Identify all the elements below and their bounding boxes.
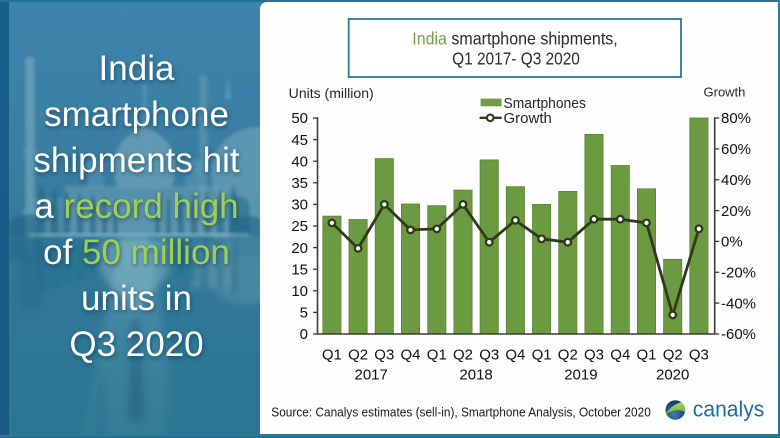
svg-text:30: 30 xyxy=(291,197,308,214)
svg-text:2018: 2018 xyxy=(459,367,492,384)
svg-text:50: 50 xyxy=(291,110,308,127)
svg-text:5: 5 xyxy=(300,305,308,322)
svg-text:2020: 2020 xyxy=(656,367,689,384)
svg-text:Q2: Q2 xyxy=(348,347,368,364)
svg-text:15: 15 xyxy=(291,261,308,278)
svg-text:Q4: Q4 xyxy=(610,347,630,364)
svg-text:Q1: Q1 xyxy=(532,347,552,364)
svg-text:25: 25 xyxy=(291,218,308,235)
svg-text:Q1: Q1 xyxy=(322,347,342,364)
svg-text:Source: Canalys estimates (sel: Source: Canalys estimates (sell-in), Sma… xyxy=(271,404,651,419)
svg-text:80%: 80% xyxy=(721,110,751,127)
svg-text:Smartphones: Smartphones xyxy=(504,95,586,112)
svg-text:Q1: Q1 xyxy=(636,347,656,364)
svg-text:-60%: -60% xyxy=(721,326,756,343)
svg-text:Growth: Growth xyxy=(704,85,746,100)
svg-text:Q2: Q2 xyxy=(558,347,578,364)
svg-text:Q3: Q3 xyxy=(374,347,394,364)
svg-text:canalys: canalys xyxy=(693,397,765,422)
svg-text:Q2: Q2 xyxy=(663,347,683,364)
svg-text:60%: 60% xyxy=(721,141,751,158)
svg-text:2019: 2019 xyxy=(564,367,597,384)
svg-text:45: 45 xyxy=(291,132,308,149)
svg-text:Q4: Q4 xyxy=(400,347,420,364)
svg-text:Q1: Q1 xyxy=(427,347,447,364)
svg-text:-20%: -20% xyxy=(721,265,756,282)
svg-text:Q3: Q3 xyxy=(479,347,499,364)
svg-text:Q3: Q3 xyxy=(689,347,709,364)
svg-text:40: 40 xyxy=(291,153,308,170)
svg-text:Q1 2017- Q3 2020: Q1 2017- Q3 2020 xyxy=(452,48,580,68)
svg-text:India smartphone shipments,: India smartphone shipments, xyxy=(412,29,618,49)
svg-text:35: 35 xyxy=(291,175,308,192)
svg-text:0: 0 xyxy=(300,326,308,343)
svg-text:Q4: Q4 xyxy=(505,347,525,364)
svg-text:2017: 2017 xyxy=(355,367,388,384)
svg-text:Units (million): Units (million) xyxy=(289,86,374,101)
svg-text:20: 20 xyxy=(291,240,308,257)
svg-text:Growth: Growth xyxy=(504,110,552,127)
svg-text:Q2: Q2 xyxy=(453,347,473,364)
svg-text:0%: 0% xyxy=(721,234,743,251)
svg-text:20%: 20% xyxy=(721,203,751,220)
svg-text:10: 10 xyxy=(291,283,308,300)
svg-text:-40%: -40% xyxy=(721,295,756,312)
svg-text:Q3: Q3 xyxy=(584,347,604,364)
svg-text:40%: 40% xyxy=(721,172,751,189)
